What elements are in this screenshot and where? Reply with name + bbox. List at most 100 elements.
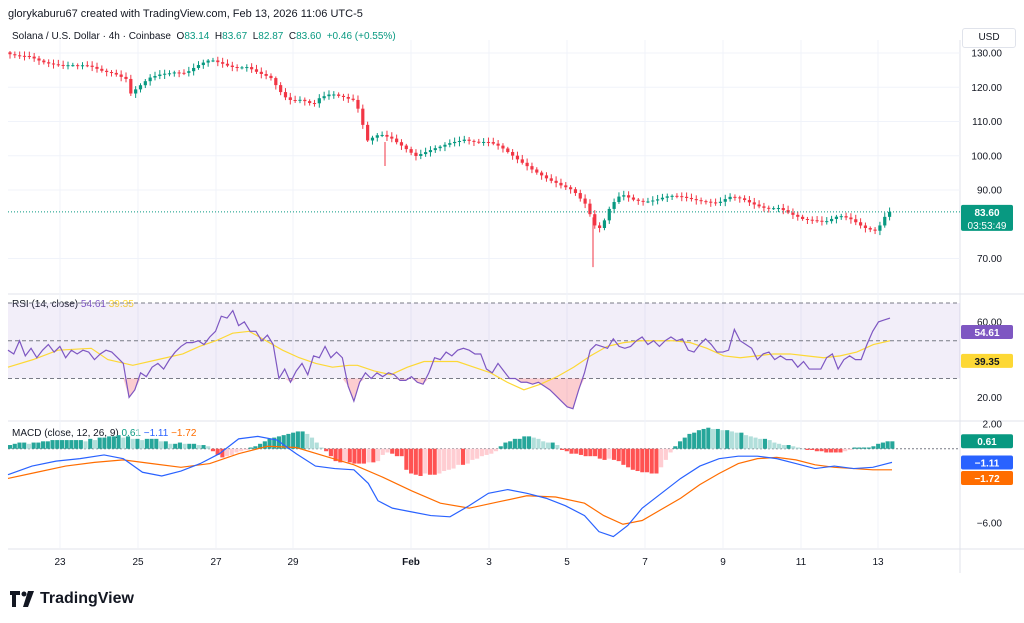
candle-body [753,202,756,204]
candle-body [738,197,741,198]
macd-histogram-bar [41,441,45,448]
candle [859,218,862,228]
candle-body [115,73,118,75]
macd-histogram-bar [786,445,790,449]
candle [144,79,147,88]
candle-body [274,78,277,85]
macd-histogram-bar [131,439,135,449]
time-tick-label: 23 [54,557,66,568]
candle-body [472,141,475,142]
macd-histogram-bar [598,449,602,459]
macd-histogram-bar [192,444,196,449]
candle [182,69,185,75]
candle [236,64,239,71]
macd-histogram-bar [282,435,286,449]
macd-histogram-bar [69,440,73,449]
macd-histogram-bar [555,445,559,449]
macd-histogram-bar [499,446,503,448]
candle-body [526,163,529,166]
time-tick-label: 11 [796,557,807,568]
candle [216,57,219,66]
candle [37,56,40,65]
time-tick-label: 5 [564,557,570,568]
candle [356,95,359,112]
macd-histogram-bar [367,449,371,463]
candle-body [849,217,852,219]
axis-badges: 83.60 03:53:49 54.61 39.35 0.61 −1.11 −1.72 [961,205,1013,485]
candle [28,52,31,59]
candle-body [182,73,185,74]
macd-histogram-bar [178,443,182,449]
open-value: 83.14 [184,31,209,42]
candle [743,195,746,202]
macd-histogram-bar [683,438,687,449]
candle-body [724,199,727,202]
candle [579,190,582,202]
macd-histogram-bar [532,438,536,449]
candle-body [76,65,79,66]
candle [497,140,500,150]
candle [71,63,74,67]
macd-histogram-bar [768,440,772,449]
macd-histogram-bar [758,439,762,449]
candle-body [830,219,833,221]
candle [825,217,828,224]
candle-body [158,75,161,76]
candle-body [28,56,31,57]
candle-body [284,92,287,97]
candle [197,61,200,70]
macd-histogram-bar [522,436,526,448]
candle-body [695,199,698,200]
candle [42,59,45,65]
candle-body [265,74,268,76]
candle [637,198,640,205]
candle-body [8,52,11,54]
candle [400,139,403,150]
candle [86,61,89,67]
trading-chart[interactable]: 130.00120.00110.00100.0090.0070.0060.002… [0,0,1024,623]
macd-histogram-bar [485,449,489,455]
candle-body [221,62,224,64]
macd-histogram-bar [404,449,408,470]
candle [8,51,11,59]
candle-body [390,137,393,139]
candle-body [37,58,40,60]
candle-body [129,79,132,94]
candle-body [342,96,345,97]
macd-histogram-bar [796,448,800,449]
currency-button[interactable]: USD [962,28,1016,48]
macd-badge: −1.11 [961,455,1013,469]
candle-body [356,100,359,109]
macd-histogram-bar [890,441,894,448]
candle-body [144,81,147,85]
candle [240,66,243,69]
macd-histogram-bar [187,444,191,449]
candle [888,208,891,221]
price-tick-label: 110.00 [972,117,1002,128]
candle-body [782,208,785,210]
candle-body [762,206,765,207]
candle-body [666,196,669,197]
macd-histogram-bar [301,431,305,448]
candle [149,74,152,85]
macd-histogram-bar [164,441,168,448]
macd-histogram-bar [678,441,682,448]
candle-body [405,146,408,150]
macd-histogram-bar [74,440,78,449]
candle-body [134,89,137,93]
candle [487,138,490,147]
candle-body [231,66,234,67]
candle-body [627,195,630,197]
macd-histogram-bar [820,449,824,451]
rsi-band-fill [8,303,960,379]
macd-histogram-bar [673,446,677,448]
candle [105,69,108,77]
candle [661,194,664,201]
candle [279,82,282,95]
candle-body [888,212,891,217]
candle [811,216,814,224]
rsi-badge-text: 54.61 [974,328,999,339]
macd-histogram-bar [702,429,706,449]
candle [627,191,630,201]
macd-histogram-bar [791,446,795,448]
